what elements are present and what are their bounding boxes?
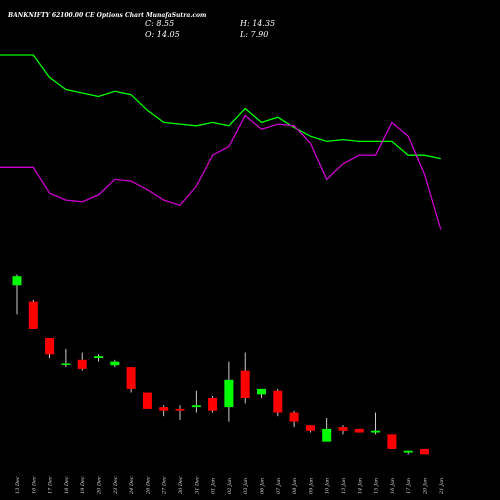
candle bbox=[224, 361, 234, 422]
x-tick-label: 08 Jan bbox=[292, 478, 298, 494]
candle bbox=[45, 338, 55, 358]
candle bbox=[403, 450, 413, 455]
candle-body bbox=[289, 412, 299, 422]
x-tick-label: 20 Dec bbox=[97, 476, 103, 495]
candle bbox=[273, 388, 283, 417]
x-tick-label: 07 Jan bbox=[276, 478, 282, 494]
x-tick-label: 26 Dec bbox=[145, 476, 151, 495]
x-tick-label: 19 Dec bbox=[80, 476, 86, 494]
x-tick-label: 10 Jan bbox=[325, 478, 331, 494]
candle-body bbox=[126, 367, 136, 389]
candle bbox=[338, 425, 348, 435]
close-value: C: 8.55 bbox=[145, 19, 174, 28]
candle-body bbox=[305, 425, 315, 431]
low-value: L: 7.90 bbox=[239, 30, 268, 39]
x-tick-label: 16 Jan bbox=[390, 478, 396, 494]
candle-body bbox=[77, 359, 87, 369]
candle-body bbox=[240, 370, 250, 398]
candle-body bbox=[142, 392, 152, 409]
candle bbox=[420, 448, 429, 455]
candle bbox=[289, 410, 299, 428]
x-tick-label: 18 Dec bbox=[64, 476, 70, 494]
ma-slow-line bbox=[0, 114, 442, 230]
candle-body bbox=[12, 276, 22, 286]
candle-body bbox=[420, 448, 429, 455]
x-tick-label: 17 Jan bbox=[406, 478, 412, 494]
candle-body bbox=[224, 379, 234, 408]
candle-body bbox=[159, 407, 169, 411]
candle bbox=[354, 428, 364, 433]
candle bbox=[110, 359, 120, 368]
x-tick-label: 02 Jan bbox=[227, 478, 233, 494]
moving-averages bbox=[0, 54, 442, 230]
open-value: O: 14.05 bbox=[145, 30, 180, 39]
candle-body bbox=[257, 388, 266, 395]
x-tick-label: 13 Jan bbox=[341, 478, 347, 494]
candle bbox=[142, 392, 152, 409]
candle-body bbox=[371, 430, 381, 433]
x-tick-label: 15 Jan bbox=[374, 478, 380, 494]
candle-body bbox=[322, 428, 332, 442]
candle-body bbox=[175, 408, 185, 411]
candle bbox=[371, 412, 381, 435]
candle bbox=[94, 354, 103, 362]
candle-body bbox=[403, 450, 413, 453]
candle bbox=[208, 396, 218, 413]
candle bbox=[387, 434, 397, 449]
x-axis-ticks: 13 Dec 16 Dec 17 Dec 18 Dec 19 Dec 20 Dec 23 D… bbox=[15, 476, 445, 495]
candle bbox=[305, 425, 315, 433]
x-tick-label: 31 Dec bbox=[194, 476, 200, 494]
candle bbox=[28, 299, 38, 329]
candle-body bbox=[61, 363, 71, 365]
candle bbox=[61, 348, 71, 368]
candle-body bbox=[387, 434, 397, 449]
x-tick-label: 27 Dec bbox=[162, 476, 168, 495]
candle bbox=[240, 352, 250, 404]
candle bbox=[77, 352, 87, 371]
candle-body bbox=[338, 427, 348, 431]
candle bbox=[322, 418, 332, 442]
candle-body bbox=[110, 361, 120, 366]
candle-body bbox=[28, 301, 38, 329]
x-tick-label: 01 Jan bbox=[211, 478, 217, 494]
x-tick-label: 03 Jan bbox=[243, 478, 249, 494]
candle-body bbox=[208, 398, 218, 411]
x-tick-label: 23 Dec bbox=[113, 476, 119, 495]
candle bbox=[191, 390, 201, 413]
x-tick-label: 09 Jan bbox=[308, 478, 314, 494]
x-tick-label: 21 Jan bbox=[439, 478, 445, 495]
x-tick-label: 14 Jan bbox=[357, 478, 363, 494]
x-tick-label: 16 Dec bbox=[31, 476, 37, 494]
ma-fast-line bbox=[0, 54, 441, 160]
candle-body bbox=[191, 405, 201, 408]
candle bbox=[175, 405, 185, 420]
x-tick-label: 06 Jan bbox=[260, 478, 266, 494]
candle bbox=[12, 274, 22, 315]
candle-body bbox=[273, 390, 283, 413]
x-tick-label: 13 Dec bbox=[15, 476, 21, 494]
x-tick-label: 30 Dec bbox=[178, 476, 184, 494]
x-tick-label: 17 Dec bbox=[48, 476, 54, 494]
x-tick-label: 24 Dec bbox=[129, 476, 135, 495]
candle-body bbox=[94, 356, 103, 358]
x-tick-label: 20 Jan bbox=[423, 478, 429, 495]
chart-title: BANKNIFTY 62100.00 CE Options Chart Muna… bbox=[7, 12, 206, 19]
candle bbox=[126, 367, 136, 393]
candle-body bbox=[45, 338, 55, 355]
high-value: H: 14.35 bbox=[239, 19, 275, 28]
candles bbox=[12, 274, 429, 455]
candle-body bbox=[354, 428, 364, 433]
candle bbox=[257, 388, 266, 398]
candle bbox=[159, 405, 169, 417]
